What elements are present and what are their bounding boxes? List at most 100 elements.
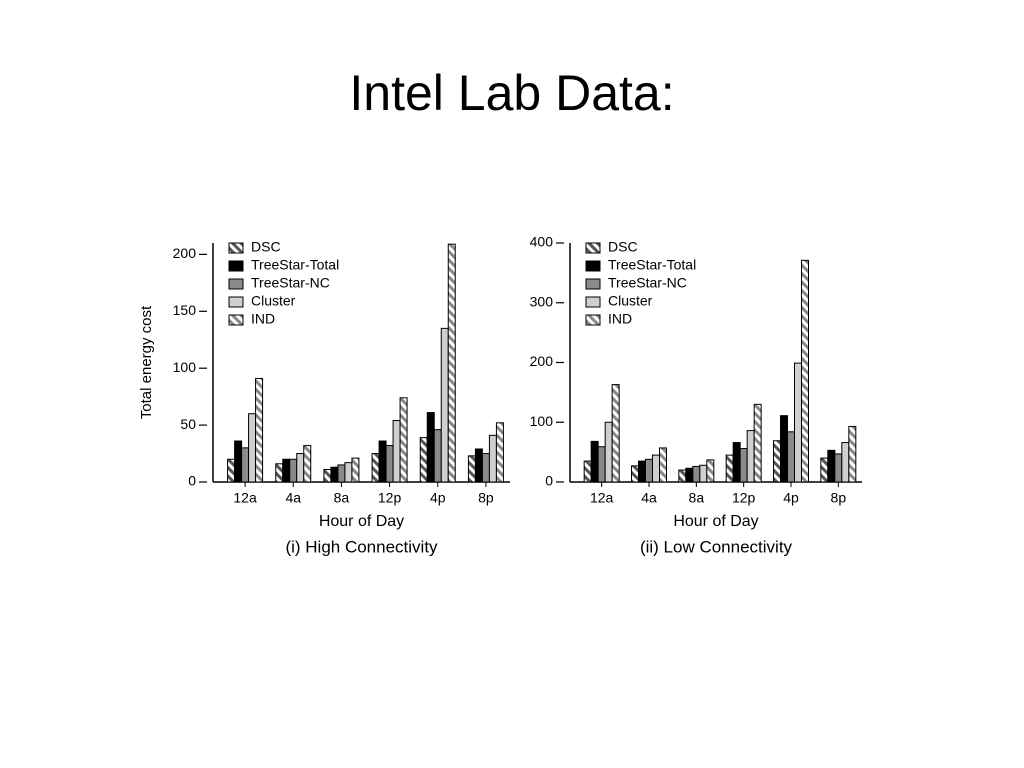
bar <box>699 464 708 483</box>
chart-caption: (ii) Low Connectivity <box>640 537 793 556</box>
x-tick-label: 4a <box>285 490 301 506</box>
bar <box>692 465 701 483</box>
legend-swatch <box>585 260 601 272</box>
bar <box>827 449 836 483</box>
bar <box>820 457 829 483</box>
legend-swatch <box>585 314 601 326</box>
legend-label: TreeStar-Total <box>608 257 696 273</box>
legend-swatch <box>228 296 244 308</box>
x-axis-label: Hour of Day <box>673 513 758 530</box>
bar <box>611 384 620 483</box>
legend-swatch <box>228 278 244 290</box>
x-axis-label: Hour of Day <box>319 513 404 530</box>
x-tick-label: 8p <box>831 490 847 506</box>
bar <box>440 327 449 483</box>
bar <box>399 397 408 483</box>
legend-label: TreeStar-NC <box>608 275 687 291</box>
bar <box>351 457 360 483</box>
bar <box>282 458 291 483</box>
bar <box>467 455 476 483</box>
bar <box>323 468 332 483</box>
bar <box>344 462 353 483</box>
bar <box>248 413 257 483</box>
legend-label: DSC <box>251 239 281 255</box>
legend-label: DSC <box>608 239 638 255</box>
bar <box>780 415 788 483</box>
legend-swatch <box>228 314 244 326</box>
bar <box>841 442 850 483</box>
bar <box>706 459 715 483</box>
chart-caption: (i) High Connectivity <box>285 537 438 556</box>
bar <box>234 440 243 483</box>
y-tick-label: 200 <box>173 245 197 261</box>
y-axis-label: Total energy cost <box>138 305 155 419</box>
bar <box>371 453 380 483</box>
bar <box>773 440 781 483</box>
bar <box>488 434 497 483</box>
x-tick-label: 8p <box>478 490 494 506</box>
bar <box>787 431 795 483</box>
bar <box>848 425 857 483</box>
x-tick-label: 4a <box>641 490 657 506</box>
bar <box>474 448 483 483</box>
bar <box>241 447 250 483</box>
y-tick-label: 150 <box>173 302 197 318</box>
bar <box>426 412 435 483</box>
legend-label: Cluster <box>608 293 653 309</box>
bar <box>746 430 755 483</box>
bar <box>597 446 606 483</box>
y-tick-label: 100 <box>173 359 197 375</box>
bar <box>447 243 456 483</box>
bar <box>652 454 660 483</box>
bar <box>725 454 734 483</box>
bar <box>659 447 667 483</box>
legend-label: TreeStar-NC <box>251 275 330 291</box>
bar <box>392 420 401 483</box>
x-tick-label: 12p <box>378 490 402 506</box>
bar <box>604 421 613 483</box>
x-tick-label: 12a <box>590 490 614 506</box>
bar <box>296 453 305 483</box>
bar <box>583 460 592 483</box>
bar <box>685 467 694 483</box>
bar <box>638 460 646 483</box>
legend-label: TreeStar-Total <box>251 257 339 273</box>
bar <box>645 458 653 483</box>
x-tick-label: 8a <box>689 490 705 506</box>
bar <box>590 440 599 483</box>
bar <box>227 458 236 483</box>
bar <box>753 403 762 483</box>
y-tick-label: 0 <box>545 473 553 489</box>
bar <box>739 448 748 483</box>
bar <box>303 445 312 483</box>
legend-label: IND <box>608 311 632 327</box>
bar <box>801 259 809 483</box>
legend-swatch <box>228 242 244 254</box>
y-tick-label: 400 <box>530 234 554 250</box>
bar <box>330 466 339 483</box>
bar <box>794 362 802 483</box>
x-tick-label: 4p <box>783 490 799 506</box>
legend-label: Cluster <box>251 293 296 309</box>
bar <box>419 437 428 483</box>
y-tick-label: 100 <box>530 413 554 429</box>
bar <box>385 445 394 483</box>
x-tick-label: 8a <box>334 490 350 506</box>
bar <box>275 463 284 483</box>
bar <box>337 464 346 483</box>
x-tick-label: 12p <box>732 490 756 506</box>
bar <box>678 469 687 483</box>
bar <box>378 440 387 483</box>
bar <box>631 465 639 483</box>
bar <box>495 422 504 483</box>
bar <box>732 442 741 483</box>
slide-title: Intel Lab Data: <box>349 65 674 121</box>
bar <box>834 453 843 483</box>
y-tick-label: 0 <box>188 473 196 489</box>
legend-swatch <box>585 296 601 308</box>
bar <box>481 453 490 483</box>
x-tick-label: 12a <box>233 490 257 506</box>
x-tick-label: 4p <box>430 490 446 506</box>
legend-swatch <box>585 242 601 254</box>
